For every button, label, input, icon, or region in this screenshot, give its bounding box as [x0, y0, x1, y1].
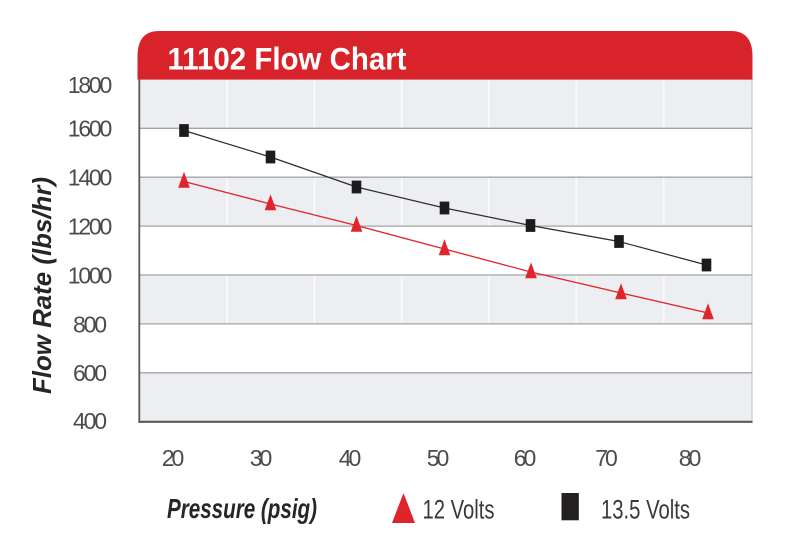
svg-text:30: 30 [250, 445, 273, 471]
svg-text:13.5 Volts: 13.5 Volts [601, 495, 690, 525]
svg-text:1800: 1800 [68, 72, 113, 98]
svg-text:40: 40 [339, 445, 362, 471]
svg-text:1600: 1600 [68, 116, 113, 142]
svg-text:12 Volts: 12 Volts [423, 495, 495, 525]
svg-text:11102 Flow Chart: 11102 Flow Chart [168, 40, 407, 76]
svg-text:60: 60 [514, 445, 537, 471]
svg-text:1000: 1000 [68, 262, 113, 288]
svg-text:Flow Rate (lbs/hr): Flow Rate (lbs/hr) [27, 177, 57, 394]
svg-text:80: 80 [679, 445, 702, 471]
svg-text:70: 70 [595, 445, 618, 471]
svg-text:400: 400 [73, 408, 107, 434]
svg-text:50: 50 [427, 445, 450, 471]
svg-text:Pressure (psig): Pressure (psig) [167, 493, 317, 524]
svg-text:600: 600 [73, 360, 107, 386]
svg-text:800: 800 [73, 311, 107, 337]
svg-text:20: 20 [162, 445, 185, 471]
svg-text:1200: 1200 [68, 214, 113, 240]
svg-text:1400: 1400 [68, 165, 113, 191]
